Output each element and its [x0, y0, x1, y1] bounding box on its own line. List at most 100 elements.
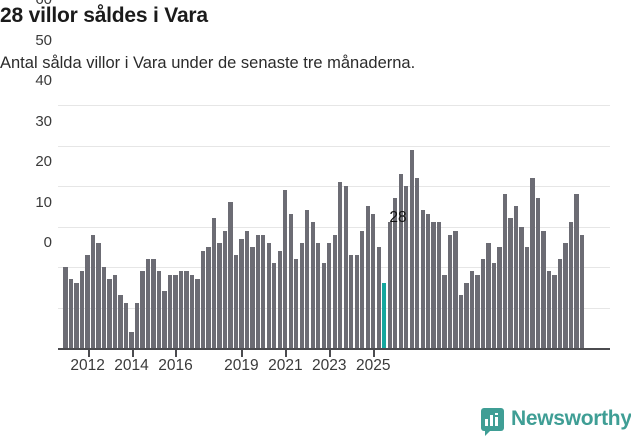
- bar[interactable]: [524, 246, 530, 348]
- bar[interactable]: [360, 230, 365, 348]
- bar[interactable]: [349, 254, 354, 348]
- bar[interactable]: [475, 275, 480, 348]
- bar[interactable]: [376, 246, 381, 348]
- bar[interactable]: [74, 283, 79, 348]
- bar[interactable]: [354, 254, 359, 348]
- x-axis-tick-label: 2025: [355, 357, 391, 374]
- bar[interactable]: [480, 258, 486, 348]
- bar[interactable]: [156, 271, 162, 348]
- bar[interactable]: [96, 242, 101, 348]
- bar[interactable]: [552, 275, 557, 348]
- bar[interactable]: [206, 246, 211, 348]
- bar[interactable]: [338, 181, 343, 348]
- bar[interactable]: [261, 234, 266, 348]
- bar[interactable]: [447, 234, 453, 348]
- bar[interactable]: [173, 275, 178, 348]
- bar[interactable]: [574, 194, 579, 348]
- bar[interactable]: [151, 258, 156, 348]
- bar[interactable]: [310, 222, 315, 348]
- bar[interactable]: [140, 271, 145, 348]
- bar[interactable]: [255, 234, 260, 348]
- bar[interactable]: [63, 267, 68, 348]
- bar[interactable]: [491, 262, 497, 348]
- bar[interactable]: [535, 198, 541, 348]
- bar[interactable]: [426, 214, 431, 348]
- bar[interactable]: [250, 246, 255, 348]
- bar[interactable]: [101, 267, 107, 348]
- bar[interactable]: [294, 258, 299, 348]
- bar[interactable]: [162, 291, 167, 348]
- bar-series: [58, 105, 610, 348]
- bar[interactable]: [283, 190, 288, 348]
- bar[interactable]: [371, 214, 376, 348]
- bar[interactable]: [233, 254, 239, 348]
- bar[interactable]: [442, 275, 447, 348]
- gridline: [58, 186, 610, 187]
- bar[interactable]: [486, 242, 491, 348]
- bar[interactable]: [228, 202, 233, 348]
- bar[interactable]: [497, 246, 502, 348]
- bar[interactable]: [327, 242, 332, 348]
- bar[interactable]: [420, 210, 425, 348]
- bar[interactable]: [404, 186, 409, 348]
- bar[interactable]: [321, 262, 326, 348]
- bar[interactable]: [112, 275, 118, 348]
- bar[interactable]: [469, 271, 475, 348]
- bar[interactable]: [557, 258, 563, 348]
- bar[interactable]: [546, 271, 552, 348]
- bar[interactable]: [277, 250, 282, 348]
- bar-highlighted[interactable]: [382, 283, 387, 348]
- bar[interactable]: [541, 230, 546, 348]
- bar[interactable]: [90, 234, 96, 348]
- bar[interactable]: [85, 254, 90, 348]
- bar[interactable]: [217, 242, 222, 348]
- bar[interactable]: [453, 230, 458, 348]
- bar[interactable]: [398, 173, 403, 348]
- bar[interactable]: [222, 230, 228, 348]
- bar[interactable]: [513, 206, 519, 348]
- bar[interactable]: [211, 218, 217, 348]
- bar[interactable]: [508, 218, 513, 348]
- bar[interactable]: [123, 303, 129, 348]
- bar[interactable]: [502, 194, 508, 348]
- bar[interactable]: [189, 275, 195, 348]
- bar[interactable]: [134, 303, 140, 348]
- bar[interactable]: [568, 222, 574, 348]
- bar[interactable]: [195, 279, 200, 348]
- bar[interactable]: [288, 214, 293, 348]
- bar[interactable]: [458, 295, 464, 348]
- bar[interactable]: [167, 275, 173, 348]
- bar[interactable]: [579, 234, 585, 348]
- bar[interactable]: [239, 238, 244, 348]
- bar[interactable]: [145, 258, 151, 348]
- bar[interactable]: [79, 271, 85, 348]
- bar[interactable]: [299, 242, 304, 348]
- bar[interactable]: [409, 149, 414, 348]
- bar[interactable]: [415, 177, 420, 348]
- bar[interactable]: [184, 271, 189, 348]
- bar[interactable]: [393, 198, 398, 348]
- bar[interactable]: [387, 222, 392, 348]
- bar[interactable]: [332, 234, 337, 348]
- bar[interactable]: [200, 250, 206, 348]
- bar[interactable]: [563, 242, 568, 348]
- bar[interactable]: [68, 279, 74, 348]
- bar[interactable]: [305, 210, 310, 348]
- bar[interactable]: [266, 242, 271, 348]
- bar[interactable]: [178, 271, 184, 348]
- bar[interactable]: [107, 279, 112, 348]
- bar[interactable]: [272, 262, 277, 348]
- bar[interactable]: [431, 222, 436, 348]
- bar[interactable]: [365, 206, 370, 348]
- bar[interactable]: [343, 186, 348, 348]
- newsworthy-logo[interactable]: Newsworthy: [481, 407, 631, 436]
- bar[interactable]: [244, 230, 249, 348]
- bar[interactable]: [530, 177, 535, 348]
- bar[interactable]: [129, 331, 134, 348]
- bar[interactable]: [519, 226, 524, 348]
- bar[interactable]: [464, 283, 469, 348]
- bar[interactable]: [316, 242, 321, 348]
- bar[interactable]: [118, 295, 123, 348]
- bar[interactable]: [436, 222, 442, 348]
